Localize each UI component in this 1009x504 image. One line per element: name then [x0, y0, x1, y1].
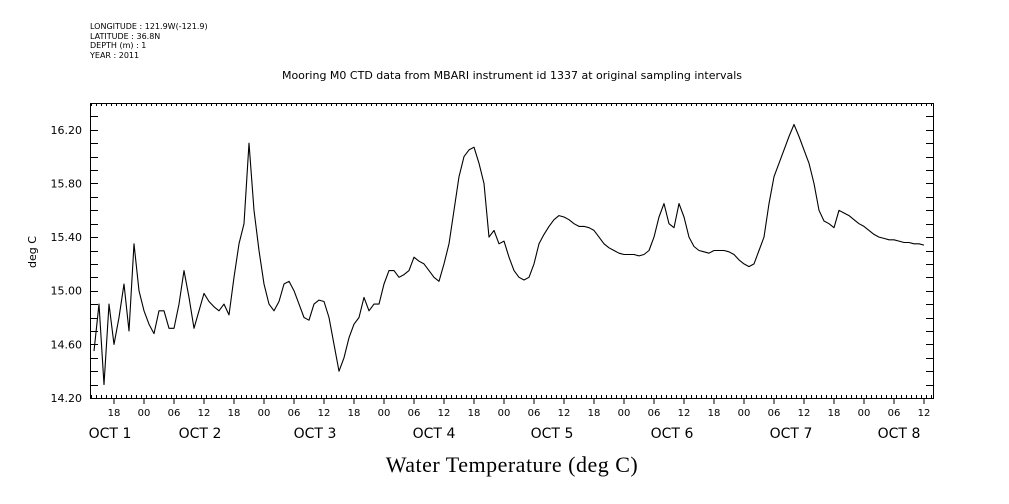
depth-label: DEPTH (m) : 1: [90, 41, 147, 50]
date-label: OCT 2: [179, 426, 222, 442]
x-tick-label: 18: [708, 408, 721, 419]
y-tick-label: 16.20: [51, 124, 83, 137]
axis-ticks: [90, 103, 934, 404]
x-tick-label: 00: [498, 408, 511, 419]
x-tick-label: 00: [258, 408, 271, 419]
x-tick-label: 18: [828, 408, 841, 419]
y-tick-label: 14.20: [51, 392, 83, 405]
x-tick-label: 12: [198, 408, 211, 419]
x-tick-label: 18: [228, 408, 241, 419]
x-tick-label: 12: [558, 408, 571, 419]
year-label: YEAR : 2011: [90, 50, 140, 60]
x-tick-label: 06: [648, 408, 661, 419]
x-tick-label: 06: [408, 408, 421, 419]
date-label: OCT 6: [651, 426, 694, 442]
y-tick-labels: 14.20 14.60 15.00 15.40 15.80 16.20: [51, 124, 83, 405]
x-tick-label: 12: [798, 408, 811, 419]
date-label: OCT 5: [531, 426, 574, 442]
y-tick-label: 15.00: [51, 285, 83, 298]
x-tick-label: 00: [618, 408, 631, 419]
x-tick-label: 00: [858, 408, 871, 419]
date-label: OCT 3: [294, 426, 337, 442]
x-tick-label: 18: [108, 408, 121, 419]
x-tick-label: 06: [168, 408, 181, 419]
x-tick-label: 12: [678, 408, 691, 419]
x-tick-label: 18: [588, 408, 601, 419]
x-tick-label: 12: [318, 408, 331, 419]
y-tick-label: 15.40: [51, 231, 83, 244]
x-tick-labels: 18 00 06 12 18 00 06 12 18 00 06 12 18 00 06 12 18 00 06 12…: [108, 408, 931, 419]
date-labels: OCT 1 OCT 2 OCT 3 OCT 4 OCT 5 OCT 6 OCT 7 OCT 8: [89, 426, 921, 442]
x-tick-label: 18: [468, 408, 481, 419]
longitude-label: LONGITUDE : 121.9W(-121.9): [90, 22, 208, 31]
x-tick-label: 12: [918, 408, 931, 419]
y-tick-label: 15.80: [51, 177, 83, 190]
x-tick-label: 12: [438, 408, 451, 419]
x-axis-label: Water Temperature (deg C): [385, 452, 639, 477]
y-axis-label: deg C: [26, 236, 39, 268]
plot-frame: [90, 103, 934, 399]
x-tick-label: 00: [378, 408, 391, 419]
x-tick-label: 00: [738, 408, 751, 419]
x-tick-label: 06: [888, 408, 901, 419]
date-label: OCT 8: [878, 426, 921, 442]
chart-title: Mooring M0 CTD data from MBARI instrumen…: [281, 69, 743, 82]
x-tick-label: 06: [528, 408, 541, 419]
x-tick-label: 06: [288, 408, 301, 419]
x-tick-label: 18: [348, 408, 361, 419]
date-label: OCT 7: [770, 426, 813, 442]
date-label: OCT 4: [413, 426, 456, 442]
x-tick-label: 00: [138, 408, 151, 419]
y-tick-label: 14.60: [51, 338, 83, 351]
water-temperature-line: [93, 123, 925, 386]
latitude-label: LATITUDE : 36.8N: [90, 31, 161, 41]
x-tick-label: 06: [768, 408, 781, 419]
station-metadata: LONGITUDE : 121.9W(-121.9) LATITUDE : 36…: [90, 22, 208, 60]
date-label: OCT 1: [89, 426, 132, 442]
